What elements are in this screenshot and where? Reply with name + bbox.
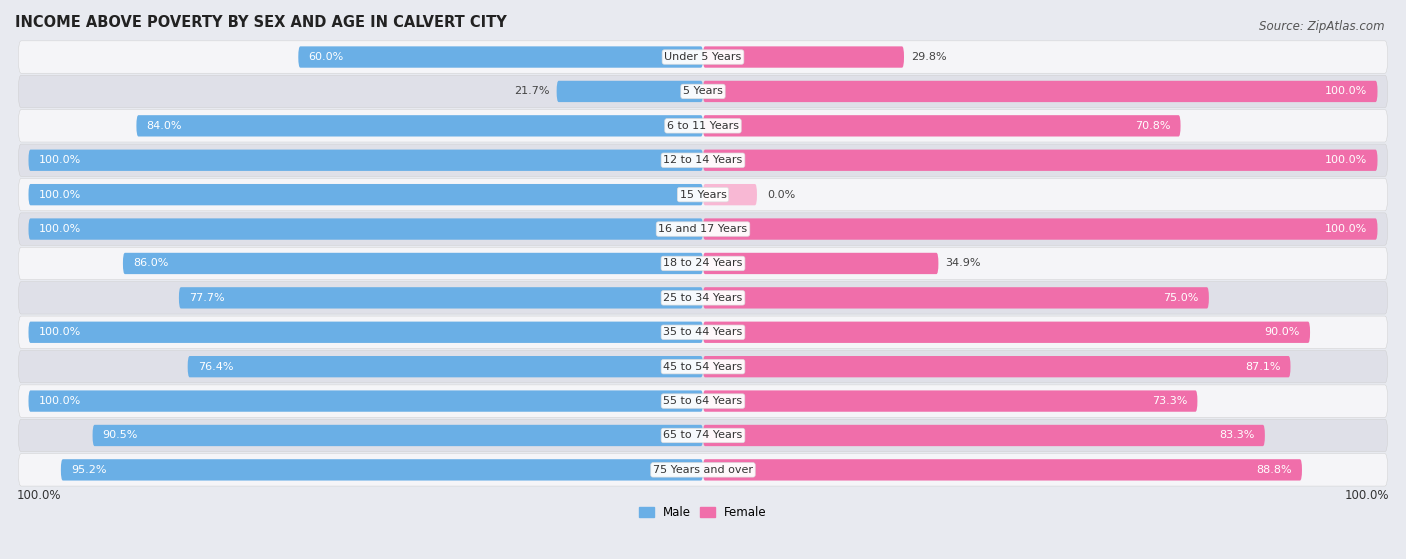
FancyBboxPatch shape	[18, 350, 1388, 383]
FancyBboxPatch shape	[18, 213, 1388, 245]
Text: 90.5%: 90.5%	[103, 430, 138, 440]
FancyBboxPatch shape	[18, 247, 1388, 280]
FancyBboxPatch shape	[28, 321, 703, 343]
Text: 34.9%: 34.9%	[945, 258, 980, 268]
FancyBboxPatch shape	[187, 356, 703, 377]
Text: 6 to 11 Years: 6 to 11 Years	[666, 121, 740, 131]
FancyBboxPatch shape	[93, 425, 703, 446]
Text: 100.0%: 100.0%	[38, 190, 82, 200]
Text: 65 to 74 Years: 65 to 74 Years	[664, 430, 742, 440]
Legend: Male, Female: Male, Female	[634, 501, 772, 523]
Text: 16 and 17 Years: 16 and 17 Years	[658, 224, 748, 234]
FancyBboxPatch shape	[179, 287, 703, 309]
Text: 75 Years and over: 75 Years and over	[652, 465, 754, 475]
FancyBboxPatch shape	[703, 287, 1209, 309]
FancyBboxPatch shape	[18, 385, 1388, 417]
Text: 100.0%: 100.0%	[38, 327, 82, 337]
Text: 15 Years: 15 Years	[679, 190, 727, 200]
FancyBboxPatch shape	[60, 459, 703, 481]
FancyBboxPatch shape	[703, 150, 1378, 171]
Text: INCOME ABOVE POVERTY BY SEX AND AGE IN CALVERT CITY: INCOME ABOVE POVERTY BY SEX AND AGE IN C…	[15, 15, 506, 30]
Text: 12 to 14 Years: 12 to 14 Years	[664, 155, 742, 165]
FancyBboxPatch shape	[18, 41, 1388, 73]
Text: 90.0%: 90.0%	[1264, 327, 1301, 337]
FancyBboxPatch shape	[18, 75, 1388, 107]
Text: 100.0%: 100.0%	[38, 224, 82, 234]
Text: Source: ZipAtlas.com: Source: ZipAtlas.com	[1260, 20, 1385, 32]
Text: 95.2%: 95.2%	[70, 465, 107, 475]
Text: 100.0%: 100.0%	[38, 396, 82, 406]
Text: 100.0%: 100.0%	[17, 489, 60, 502]
FancyBboxPatch shape	[18, 282, 1388, 314]
FancyBboxPatch shape	[136, 115, 703, 136]
Text: Under 5 Years: Under 5 Years	[665, 52, 741, 62]
Text: 88.8%: 88.8%	[1256, 465, 1292, 475]
FancyBboxPatch shape	[18, 316, 1388, 348]
Text: 100.0%: 100.0%	[1324, 224, 1368, 234]
Text: 60.0%: 60.0%	[308, 52, 343, 62]
Text: 29.8%: 29.8%	[911, 52, 946, 62]
Text: 76.4%: 76.4%	[198, 362, 233, 372]
Text: 86.0%: 86.0%	[134, 258, 169, 268]
FancyBboxPatch shape	[28, 390, 703, 412]
FancyBboxPatch shape	[298, 46, 703, 68]
Text: 25 to 34 Years: 25 to 34 Years	[664, 293, 742, 303]
FancyBboxPatch shape	[18, 144, 1388, 177]
Text: 0.0%: 0.0%	[768, 190, 796, 200]
FancyBboxPatch shape	[703, 390, 1198, 412]
FancyBboxPatch shape	[703, 219, 1378, 240]
Text: 100.0%: 100.0%	[1346, 489, 1389, 502]
FancyBboxPatch shape	[703, 46, 904, 68]
FancyBboxPatch shape	[28, 150, 703, 171]
Text: 83.3%: 83.3%	[1219, 430, 1254, 440]
Text: 75.0%: 75.0%	[1163, 293, 1199, 303]
Text: 55 to 64 Years: 55 to 64 Years	[664, 396, 742, 406]
Text: 21.7%: 21.7%	[515, 87, 550, 97]
Text: 84.0%: 84.0%	[146, 121, 181, 131]
Text: 87.1%: 87.1%	[1244, 362, 1281, 372]
Text: 100.0%: 100.0%	[1324, 155, 1368, 165]
FancyBboxPatch shape	[703, 184, 756, 205]
FancyBboxPatch shape	[28, 219, 703, 240]
Text: 45 to 54 Years: 45 to 54 Years	[664, 362, 742, 372]
FancyBboxPatch shape	[28, 184, 703, 205]
FancyBboxPatch shape	[18, 110, 1388, 142]
Text: 77.7%: 77.7%	[188, 293, 225, 303]
Text: 5 Years: 5 Years	[683, 87, 723, 97]
FancyBboxPatch shape	[557, 80, 703, 102]
FancyBboxPatch shape	[122, 253, 703, 274]
FancyBboxPatch shape	[703, 459, 1302, 481]
FancyBboxPatch shape	[18, 419, 1388, 452]
FancyBboxPatch shape	[703, 321, 1310, 343]
Text: 100.0%: 100.0%	[38, 155, 82, 165]
FancyBboxPatch shape	[703, 356, 1291, 377]
FancyBboxPatch shape	[703, 115, 1181, 136]
Text: 70.8%: 70.8%	[1135, 121, 1170, 131]
Text: 35 to 44 Years: 35 to 44 Years	[664, 327, 742, 337]
Text: 18 to 24 Years: 18 to 24 Years	[664, 258, 742, 268]
Text: 73.3%: 73.3%	[1152, 396, 1187, 406]
Text: 100.0%: 100.0%	[1324, 87, 1368, 97]
FancyBboxPatch shape	[703, 80, 1378, 102]
FancyBboxPatch shape	[18, 178, 1388, 211]
FancyBboxPatch shape	[703, 253, 938, 274]
FancyBboxPatch shape	[703, 425, 1265, 446]
FancyBboxPatch shape	[18, 454, 1388, 486]
